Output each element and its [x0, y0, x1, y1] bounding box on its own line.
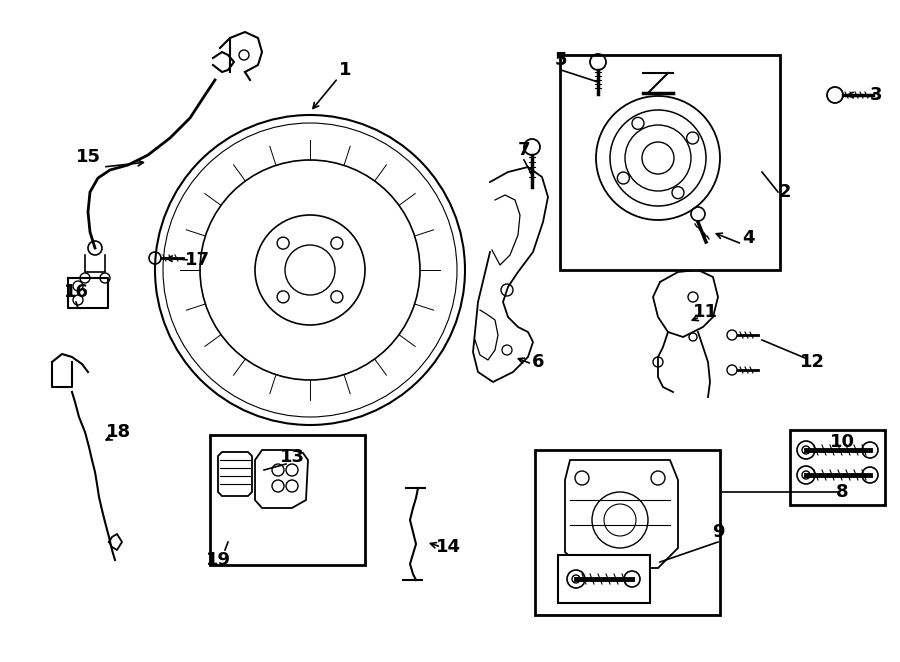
Text: 11: 11: [692, 303, 717, 321]
Text: 5: 5: [554, 51, 567, 69]
Bar: [560, 55, 780, 270]
Bar: [558, 555, 650, 603]
Text: 6: 6: [532, 353, 544, 371]
Text: 1: 1: [338, 61, 351, 79]
Text: 4: 4: [742, 229, 754, 247]
Text: 3: 3: [869, 86, 882, 104]
Text: 10: 10: [830, 433, 854, 451]
Text: 18: 18: [105, 423, 130, 441]
Bar: [790, 430, 885, 505]
Text: 8: 8: [836, 483, 849, 501]
Text: 15: 15: [76, 148, 101, 166]
Bar: [210, 435, 365, 565]
Text: 7: 7: [518, 141, 530, 159]
Bar: [535, 450, 720, 615]
Text: 13: 13: [280, 448, 304, 466]
Text: 12: 12: [799, 353, 824, 371]
Text: 19: 19: [205, 551, 230, 569]
Text: 17: 17: [184, 251, 210, 269]
Text: 14: 14: [436, 538, 461, 556]
Text: 9: 9: [712, 523, 724, 541]
Text: 16: 16: [64, 283, 88, 301]
Text: 2: 2: [778, 183, 791, 201]
